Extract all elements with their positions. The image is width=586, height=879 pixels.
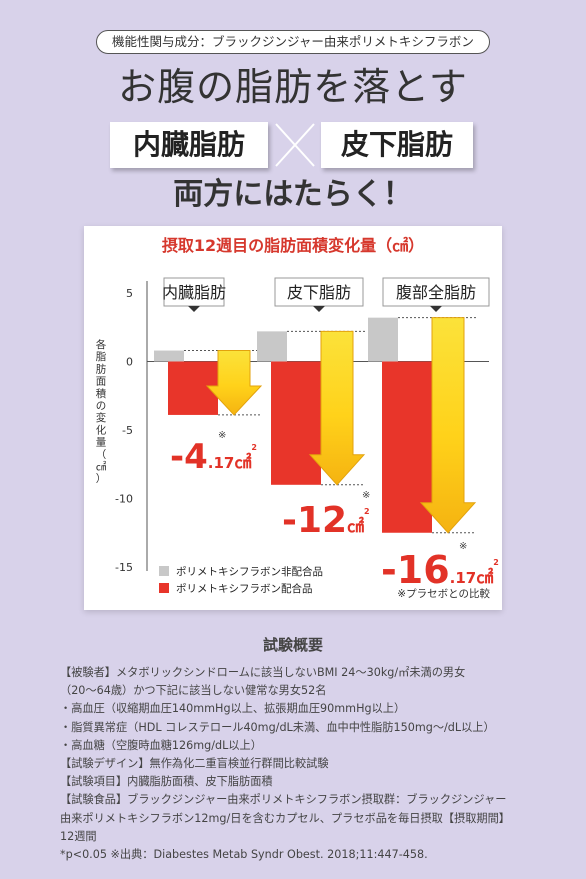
bar-placebo (368, 317, 398, 362)
y-axis-label-char: 積 (96, 387, 107, 400)
legend-label-active: ポリメトキシフラボン配合品 (176, 582, 313, 595)
significance-mark: ※ (218, 430, 226, 441)
summary-line: 【試験項目】内臓脂肪面積、皮下脂肪面積 (60, 775, 273, 789)
difference-label: -12㎠2 (282, 500, 370, 541)
category-label: 皮下脂肪 (287, 283, 351, 302)
chart-note: ※プラセボとの比較 (397, 587, 490, 600)
legend-swatch-placebo (159, 566, 169, 576)
category-pointer (430, 306, 442, 312)
category-pointer (313, 306, 325, 312)
significance-mark: ※ (459, 541, 467, 552)
significance-mark: ※ (362, 490, 370, 501)
summary-text: 【被験者】メタボリックシンドロームに該当しないBMI 24～30kg/㎡未満の男… (60, 664, 530, 864)
summary-line: ・高血圧（収縮期血圧140mmHg以上、拡張期血圧90mmHg以上） (60, 702, 406, 716)
summary-line: ・高血糖（空腹時血糖126mg/dL以上） (60, 738, 262, 752)
visceral-fat-box: 内臓脂肪 (110, 122, 268, 168)
y-axis-label-char: 化 (96, 423, 107, 436)
bar-placebo (154, 350, 184, 362)
cross-icon (275, 123, 315, 167)
summary-line: *p<0.05 ※出典：Diabestes Metab Syndr Obest.… (60, 848, 428, 862)
y-tick-label: 0 (126, 356, 133, 369)
summary-line: 【被験者】メタボリックシンドロームに該当しないBMI 24～30kg/㎡未満の男… (60, 666, 466, 679)
decrease-arrow (308, 330, 366, 486)
category-label: 腹部全脂肪 (396, 283, 476, 302)
y-axis-label-char: 変 (96, 411, 107, 424)
y-tick-label: -10 (115, 493, 133, 506)
y-axis-label-char: ㎠ (96, 461, 107, 473)
subcutaneous-fat-box: 皮下脂肪 (321, 122, 473, 168)
y-axis-label-char: 面 (96, 376, 107, 388)
summary-line: （20～64歳）かつ下記に該当しない健常な男女52名 (60, 684, 327, 698)
category-label: 内臓脂肪 (162, 283, 226, 302)
summary-line: 由来ポリメトキシフラボン12mg/日を含むカプセル、プラセボ品を毎日摂取【摂取期… (60, 811, 510, 825)
chart-card: 摂取12週目の脂肪面積変化量（㎠） 5 0 -5 -10 -15 各脂肪面積の変化量（㎠） 内… (84, 226, 502, 610)
bar-active (271, 361, 321, 485)
summary-line: 12週間 (60, 829, 97, 843)
category-label-box (274, 277, 364, 307)
sub-headline: 両方にはたらく！ (173, 177, 413, 212)
chart-title: 摂取12週目の脂肪面積変化量（㎠） (162, 236, 424, 255)
summary-title: 試験概要 (262, 636, 323, 654)
y-tick-label: 5 (126, 287, 133, 300)
y-axis-label-char: （ (96, 449, 107, 461)
summary-line: ・脂質異常症（HDL コレステロール40mg/dL未満、血中中性脂肪150mg～… (60, 720, 495, 734)
y-axis-label-char: 肪 (96, 362, 107, 375)
legend-swatch-active (159, 583, 169, 593)
y-axis-label-char: の (96, 400, 107, 412)
y-axis-label-char: ） (96, 473, 107, 485)
category-label-box (382, 277, 490, 307)
summary-line: 【試験デザイン】無作為化二重盲検並行群間比較試験 (60, 757, 329, 771)
bar-placebo (257, 331, 287, 362)
category-pointer (188, 306, 200, 312)
legend-label-placebo: ポリメトキシフラボン非配合品 (176, 565, 323, 578)
main-headline: お腹の脂肪を落とす (118, 65, 468, 109)
category-label-box (163, 277, 225, 307)
ingredient-badge: 機能性関与成分：ブラックジンジャー由来ポリメトキシフラボン (96, 30, 490, 54)
difference-label: -16.17㎠2 (381, 548, 499, 592)
difference-label: -4.17㎠2 (170, 437, 257, 477)
decrease-arrow (205, 350, 263, 416)
y-axis-label-char: 各 (96, 338, 107, 351)
summary-line: 【試験食品】ブラックジンジャー由来ポリメトキシフラボン摂取群：ブラックジンジャー (60, 793, 507, 807)
y-axis-label-char: 脂 (96, 350, 107, 363)
y-tick-label: -15 (115, 561, 133, 574)
y-tick-label: -5 (122, 424, 133, 437)
y-axis-label-char: 量 (96, 437, 107, 449)
decrease-arrow (419, 317, 477, 534)
